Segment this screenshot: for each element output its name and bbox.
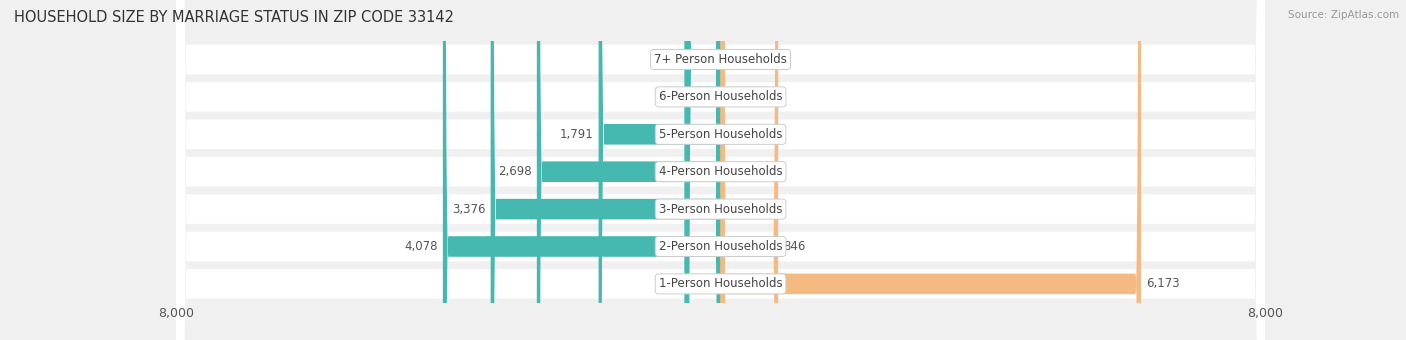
FancyBboxPatch shape: [443, 0, 721, 340]
Text: 2,698: 2,698: [498, 165, 531, 178]
FancyBboxPatch shape: [721, 0, 1142, 340]
Text: 846: 846: [783, 240, 806, 253]
FancyBboxPatch shape: [599, 0, 721, 340]
Text: 63: 63: [730, 53, 745, 66]
FancyBboxPatch shape: [176, 0, 1265, 340]
Text: 0: 0: [725, 90, 734, 103]
FancyBboxPatch shape: [721, 0, 778, 340]
FancyBboxPatch shape: [537, 0, 721, 340]
FancyBboxPatch shape: [176, 0, 1265, 340]
Text: 58: 58: [730, 165, 745, 178]
Text: 7+ Person Households: 7+ Person Households: [654, 53, 787, 66]
FancyBboxPatch shape: [720, 0, 725, 340]
Text: 532: 532: [657, 90, 679, 103]
Text: 3,376: 3,376: [451, 203, 485, 216]
FancyBboxPatch shape: [176, 0, 1265, 340]
Text: 501: 501: [659, 53, 681, 66]
Text: 46: 46: [730, 203, 744, 216]
FancyBboxPatch shape: [176, 0, 1265, 340]
FancyBboxPatch shape: [176, 0, 1265, 340]
Text: 1-Person Households: 1-Person Households: [659, 277, 782, 290]
FancyBboxPatch shape: [686, 0, 721, 340]
Text: 1,791: 1,791: [560, 128, 593, 141]
FancyBboxPatch shape: [176, 0, 1265, 340]
FancyBboxPatch shape: [718, 0, 725, 340]
Text: 5-Person Households: 5-Person Households: [659, 128, 782, 141]
FancyBboxPatch shape: [176, 0, 1265, 340]
FancyBboxPatch shape: [718, 0, 725, 340]
Text: 2-Person Households: 2-Person Households: [659, 240, 782, 253]
Text: 4-Person Households: 4-Person Households: [659, 165, 782, 178]
Text: 3-Person Households: 3-Person Households: [659, 203, 782, 216]
Text: 6,173: 6,173: [1146, 277, 1180, 290]
FancyBboxPatch shape: [685, 0, 721, 340]
Text: HOUSEHOLD SIZE BY MARRIAGE STATUS IN ZIP CODE 33142: HOUSEHOLD SIZE BY MARRIAGE STATUS IN ZIP…: [14, 10, 454, 25]
Text: 6-Person Households: 6-Person Households: [659, 90, 782, 103]
FancyBboxPatch shape: [491, 0, 721, 340]
FancyBboxPatch shape: [716, 0, 725, 340]
Text: 16: 16: [727, 128, 742, 141]
Text: Source: ZipAtlas.com: Source: ZipAtlas.com: [1288, 10, 1399, 20]
Text: 4,078: 4,078: [404, 240, 437, 253]
